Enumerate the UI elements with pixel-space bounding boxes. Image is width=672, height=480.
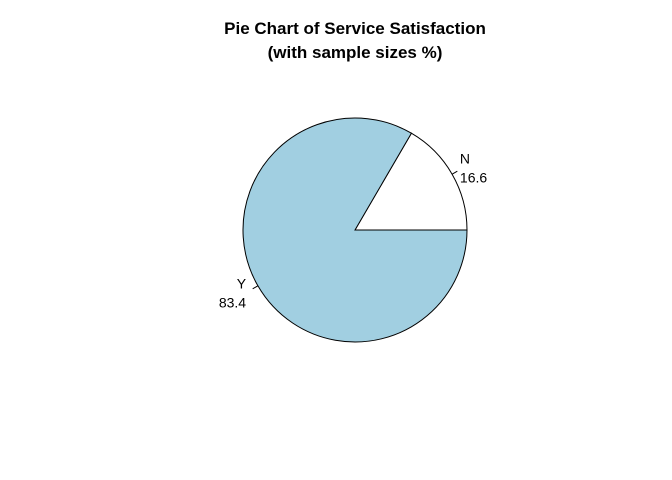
pie-slice-y (242, 117, 468, 343)
pie-slice-n (354, 132, 468, 231)
pie-label-tick-n (451, 170, 458, 175)
pie-labels: N 16.6 Y 83.4 (219, 151, 488, 311)
pie-label-name-y: Y (237, 275, 247, 291)
pie-label-name-n: N (460, 151, 470, 167)
chart-title: Pie Chart of Service Satisfaction (224, 19, 486, 38)
pie-label-value-y: 83.4 (219, 294, 246, 310)
chart-subtitle: (with sample sizes %) (268, 43, 443, 62)
pie-slices (242, 117, 468, 343)
pie-label-tick-y (252, 285, 259, 290)
pie-label-value-n: 16.6 (460, 170, 487, 186)
